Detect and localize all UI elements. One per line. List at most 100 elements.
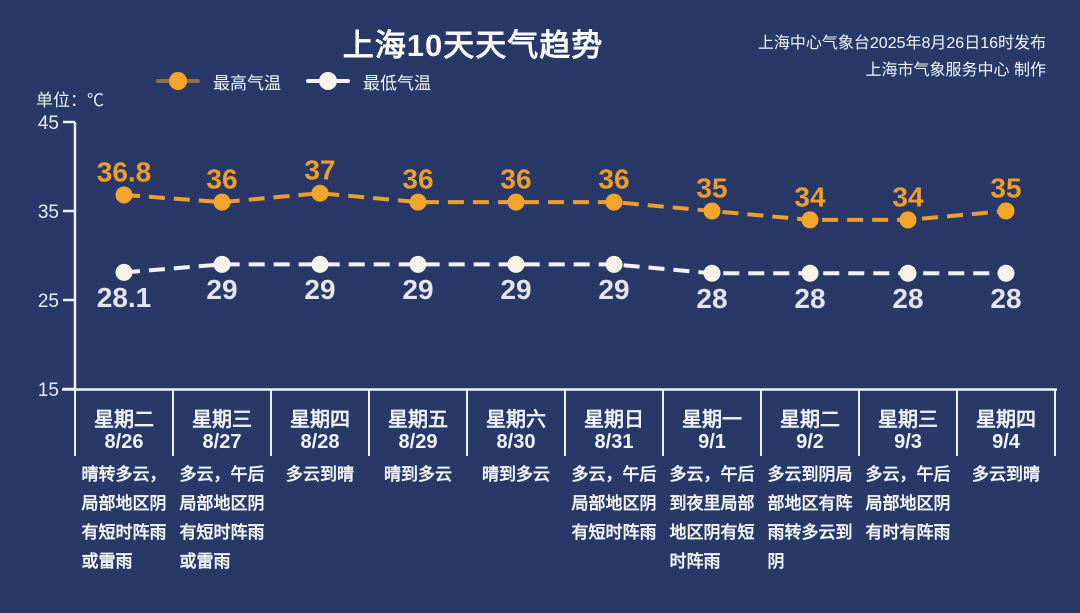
weekday-label: 星期二 — [94, 409, 154, 431]
weekday-label: 星期五 — [388, 409, 448, 431]
y-tick-label: 35 — [38, 202, 59, 223]
low-temp-point — [997, 264, 1015, 282]
low-temp-point — [115, 263, 133, 281]
high-temp-legend-dot-icon — [169, 72, 187, 90]
low-temp-point — [409, 255, 427, 273]
weather-description-text: 多云到阴局 部地区有阵 雨转多云到 阴 — [767, 465, 853, 571]
day-column-8-27: 星期三 8/27 多云，午后 局部地区阴 有短时阵雨 或雷雨 — [173, 390, 271, 613]
weather-description: 晴转多云， 局部地区阴 有短时阵雨 或雷雨 — [73, 460, 175, 576]
weekday-label: 星期一 — [682, 409, 742, 431]
high-temp-point — [507, 193, 525, 211]
day-column-8-29: 星期五 8/29 晴到多云 — [369, 390, 467, 613]
low-temp-value: 28 — [892, 283, 923, 314]
low-temp-point — [703, 264, 721, 282]
weather-description-text: 多云到晴 — [286, 465, 354, 484]
low-temp-legend-dot-icon — [319, 72, 337, 90]
legend-item-low-temp: 最低气温 — [306, 71, 431, 93]
weather-description: 多云，午后 局部地区阴 有短时阵雨 或雷雨 — [171, 460, 273, 576]
low-temp-value: 29 — [402, 274, 433, 305]
day-column-9-4: 星期四 9/4 多云到晴 — [957, 390, 1055, 613]
legend-label-high: 最高气温 — [213, 73, 281, 93]
legend-item-high-temp: 最高气温 — [156, 71, 281, 93]
high-temp-value: 36 — [598, 164, 629, 195]
high-temp-value: 35 — [696, 173, 727, 204]
weather-description: 多云到晴 — [269, 460, 371, 489]
legend-label-low: 最低气温 — [363, 73, 431, 93]
high-temp-value: 36 — [402, 164, 433, 195]
high-temp-point — [997, 202, 1015, 220]
weekday-label: 星期四 — [290, 409, 350, 431]
low-temp-line — [123, 262, 1006, 276]
date-label: 9/3 — [894, 431, 922, 453]
day-column-8-30: 星期六 8/30 晴到多云 — [467, 390, 565, 613]
high-temp-value: 37 — [304, 155, 335, 186]
day-column-8-26: 星期二 8/26 晴转多云， 局部地区阴 有短时阵雨 或雷雨 — [75, 390, 173, 613]
low-temp-point — [605, 255, 623, 273]
low-temp-point — [311, 255, 329, 273]
low-temp-value: 28.1 — [97, 282, 152, 313]
weekday-label: 星期三 — [192, 409, 252, 431]
high-temp-legend-marker-icon — [156, 71, 200, 91]
high-temp-value: 35 — [990, 173, 1021, 204]
page-title: 上海10天天气趋势 — [342, 28, 604, 63]
weather-description: 多云，午后 局部地区阴 有时有阵雨 — [857, 460, 959, 547]
day-column-9-2: 星期二 9/2 多云到阴局 部地区有阵 雨转多云到 阴 — [761, 390, 859, 613]
high-temp-point — [605, 193, 623, 211]
low-temp-point — [801, 264, 819, 282]
publisher-line-2: 上海市气象服务中心 制作 — [865, 62, 1046, 79]
weather-description-text: 晴转多云， 局部地区阴 有短时阵雨 或雷雨 — [81, 465, 167, 571]
low-temp-value: 28 — [990, 283, 1021, 314]
weekday-label: 星期四 — [976, 409, 1036, 431]
high-temp-value: 34 — [794, 181, 826, 212]
high-temp-point — [115, 186, 133, 204]
publisher-info: 上海中心气象台2025年8月26日16时发布 上海市气象服务中心 制作 — [758, 30, 1046, 84]
low-temp-value: 28 — [696, 283, 727, 314]
high-temp-point — [409, 193, 427, 211]
weather-description: 晴到多云 — [465, 460, 567, 489]
weather-description: 多云到晴 — [955, 460, 1057, 489]
low-temp-point — [213, 255, 231, 273]
high-temp-value: 36 — [206, 164, 237, 195]
high-temp-line — [123, 191, 1007, 222]
date-label: 8/31 — [594, 431, 634, 453]
low-temp-point — [507, 255, 525, 273]
date-label: 9/4 — [992, 431, 1020, 453]
low-temp-point — [899, 264, 917, 282]
y-tick-label: 25 — [38, 291, 59, 312]
day-column-8-28: 星期四 8/28 多云到晴 — [271, 390, 369, 613]
weekday-label: 星期三 — [878, 409, 938, 431]
day-column-8-31: 星期日 8/31 多云，午后 局部地区阴 有短时阵雨 — [565, 390, 663, 613]
weather-description-text: 多云，午后 局部地区阴 有短时阵雨 或雷雨 — [179, 465, 265, 571]
weather-description: 多云到阴局 部地区有阵 雨转多云到 阴 — [759, 460, 861, 576]
weather-description-text: 晴到多云 — [482, 465, 550, 484]
weather-description: 多云，午后 局部地区阴 有短时阵雨 — [563, 460, 665, 547]
publisher-line-1: 上海中心气象台2025年8月26日16时发布 — [757, 35, 1046, 52]
low-temp-value: 29 — [598, 274, 629, 305]
date-label: 8/28 — [300, 431, 340, 453]
high-temp-point — [703, 202, 721, 220]
high-temp-value: 36 — [500, 164, 531, 195]
low-temp-legend-marker-icon — [306, 71, 350, 91]
weather-description-text: 晴到多云 — [384, 465, 452, 484]
date-label: 8/26 — [104, 431, 144, 453]
low-temp-value: 28 — [794, 283, 825, 314]
high-temp-point — [213, 193, 231, 211]
date-label: 9/2 — [796, 431, 824, 453]
date-label: 9/1 — [698, 431, 726, 453]
day-column-9-3: 星期三 9/3 多云，午后 局部地区阴 有时有阵雨 — [859, 390, 957, 613]
weather-description-text: 多云，午后 到夜里局部 地区阴有短 时阵雨 — [669, 465, 755, 571]
high-temp-point — [899, 211, 917, 229]
weekday-label: 星期二 — [780, 409, 840, 431]
unit-label: 单位：℃ — [36, 91, 104, 110]
high-temp-value: 34 — [892, 181, 924, 212]
low-temp-value: 29 — [206, 274, 237, 305]
weather-description-text: 多云，午后 局部地区阴 有短时阵雨 — [571, 465, 657, 542]
low-temp-value: 29 — [500, 274, 531, 305]
weather-description-text: 多云到晴 — [972, 465, 1040, 484]
weather-description: 多云，午后 到夜里局部 地区阴有短 时阵雨 — [661, 460, 763, 576]
weather-description-text: 多云，午后 局部地区阴 有时有阵雨 — [865, 465, 951, 542]
weather-description: 晴到多云 — [367, 460, 469, 489]
weekday-label: 星期六 — [486, 409, 546, 431]
